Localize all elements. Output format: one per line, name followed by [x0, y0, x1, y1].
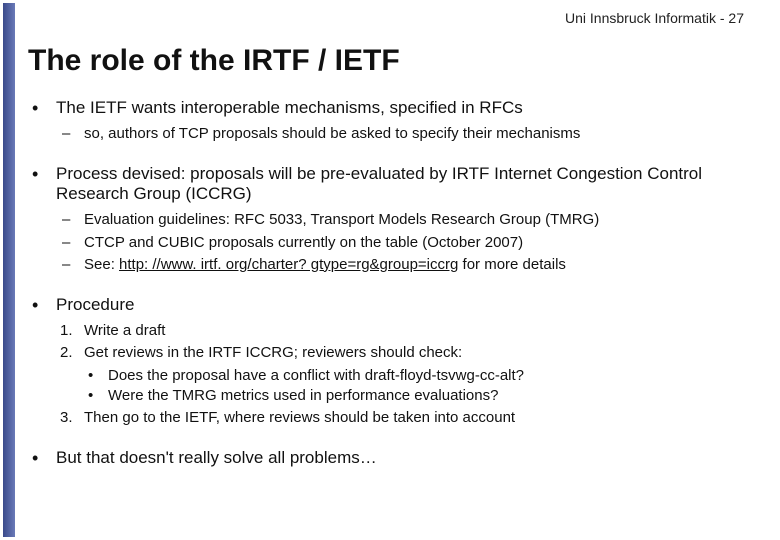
bullet-2-sub-3: See: http: //www. irtf. org/charter? gty… — [56, 255, 772, 275]
bullet-item-2: Process devised: proposals will be pre-e… — [28, 164, 772, 275]
bullet-item-3: Procedure Write a draft Get reviews in t… — [28, 295, 772, 428]
bullet-2-sub-3-pre: See: — [84, 256, 119, 273]
header-org: Uni Innsbruck Informatik — [565, 10, 716, 26]
bullet-2-sub-3-post: for more details — [458, 256, 566, 273]
header-sep: - — [716, 10, 728, 26]
iccrg-link[interactable]: http: //www. irtf. org/charter? gtype=rg… — [119, 256, 458, 273]
bullet-3-num-2: Get reviews in the IRTF ICCRG; reviewers… — [56, 343, 772, 406]
bullet-3-num-2b: Were the TMRG metrics used in performanc… — [84, 386, 772, 406]
bullet-1-sub-1: so, authors of TCP proposals should be a… — [56, 124, 772, 144]
bullet-2-sub-1: Evaluation guidelines: RFC 5033, Transpo… — [56, 210, 772, 230]
header-page: 27 — [728, 10, 744, 26]
bullet-3-num-1: Write a draft — [56, 321, 772, 341]
left-accent-stripe — [3, 3, 15, 537]
slide-title: The role of the IRTF / IETF — [28, 44, 772, 78]
bullet-3-text: Procedure — [56, 295, 134, 314]
bullet-1-text: The IETF wants interoperable mechanisms,… — [56, 98, 523, 117]
bullet-4-text: But that doesn't really solve all proble… — [56, 448, 377, 467]
bullet-3-num-3: Then go to the IETF, where reviews shoul… — [56, 408, 772, 428]
bullet-3-num-2-text: Get reviews in the IRTF ICCRG; reviewers… — [84, 344, 462, 361]
bullet-3-num-2a: Does the proposal have a conflict with d… — [84, 366, 772, 386]
slide-content: Uni Innsbruck Informatik - 27 The role o… — [28, 0, 772, 540]
bullet-2-text: Process devised: proposals will be pre-e… — [56, 164, 702, 203]
bullet-2-sub-2: CTCP and CUBIC proposals currently on th… — [56, 233, 772, 253]
bullet-item-4: But that doesn't really solve all proble… — [28, 448, 772, 468]
bullet-list: The IETF wants interoperable mechanisms,… — [28, 98, 772, 468]
bullet-item-1: The IETF wants interoperable mechanisms,… — [28, 98, 772, 144]
slide-header: Uni Innsbruck Informatik - 27 — [28, 10, 772, 26]
